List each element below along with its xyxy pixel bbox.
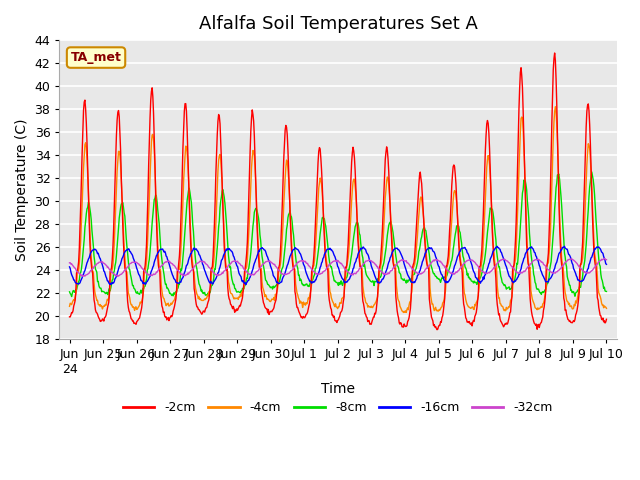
Line: -16cm: -16cm bbox=[70, 246, 607, 285]
-4cm bbox=[603, 305, 611, 311]
-4cm bbox=[275, 281, 282, 287]
-4cm bbox=[254, 235, 262, 240]
-2cm bbox=[275, 266, 282, 272]
-8cm bbox=[255, 215, 262, 221]
-2cm bbox=[603, 316, 611, 322]
-4cm bbox=[394, 289, 401, 295]
Line: -2cm: -2cm bbox=[70, 53, 607, 330]
Text: TA_met: TA_met bbox=[70, 51, 122, 64]
-4cm bbox=[129, 304, 136, 310]
-8cm bbox=[66, 289, 74, 295]
-4cm bbox=[66, 303, 74, 309]
Title: Alfalfa Soil Temperatures Set A: Alfalfa Soil Temperatures Set A bbox=[198, 15, 477, 33]
-16cm bbox=[129, 252, 136, 258]
-16cm bbox=[424, 246, 432, 252]
Line: -32cm: -32cm bbox=[70, 259, 607, 276]
-32cm bbox=[228, 259, 236, 265]
-16cm bbox=[603, 262, 611, 267]
-8cm bbox=[588, 169, 596, 175]
-8cm bbox=[424, 243, 432, 249]
-32cm bbox=[394, 260, 402, 265]
-2cm bbox=[433, 327, 441, 333]
-32cm bbox=[275, 268, 283, 274]
-32cm bbox=[129, 259, 137, 265]
-16cm bbox=[561, 243, 568, 249]
Legend: -2cm, -4cm, -8cm, -16cm, -32cm: -2cm, -4cm, -8cm, -16cm, -32cm bbox=[118, 396, 558, 420]
-8cm bbox=[68, 294, 76, 300]
-32cm bbox=[255, 267, 262, 273]
-2cm bbox=[551, 50, 559, 56]
-32cm bbox=[600, 256, 608, 262]
-8cm bbox=[129, 283, 137, 288]
-2cm bbox=[394, 308, 401, 313]
-2cm bbox=[129, 318, 136, 324]
-8cm bbox=[394, 264, 402, 269]
-4cm bbox=[227, 290, 235, 296]
-16cm bbox=[255, 248, 262, 253]
-16cm bbox=[275, 281, 283, 287]
-4cm bbox=[424, 263, 432, 269]
-2cm bbox=[424, 263, 431, 269]
Line: -4cm: -4cm bbox=[70, 107, 607, 312]
-8cm bbox=[228, 276, 236, 282]
-2cm bbox=[227, 302, 235, 308]
Y-axis label: Soil Temperature (C): Soil Temperature (C) bbox=[15, 119, 29, 261]
-4cm bbox=[552, 104, 559, 109]
-32cm bbox=[424, 264, 432, 270]
X-axis label: Time: Time bbox=[321, 382, 355, 396]
-32cm bbox=[603, 257, 611, 263]
-8cm bbox=[603, 288, 611, 294]
-32cm bbox=[66, 260, 74, 266]
-2cm bbox=[66, 314, 74, 320]
Line: -8cm: -8cm bbox=[70, 172, 607, 297]
-8cm bbox=[275, 278, 283, 284]
-16cm bbox=[394, 247, 402, 252]
-2cm bbox=[254, 242, 262, 248]
-32cm bbox=[114, 274, 122, 279]
-16cm bbox=[66, 264, 74, 270]
-4cm bbox=[399, 310, 407, 315]
-16cm bbox=[242, 282, 250, 288]
-16cm bbox=[227, 248, 235, 254]
